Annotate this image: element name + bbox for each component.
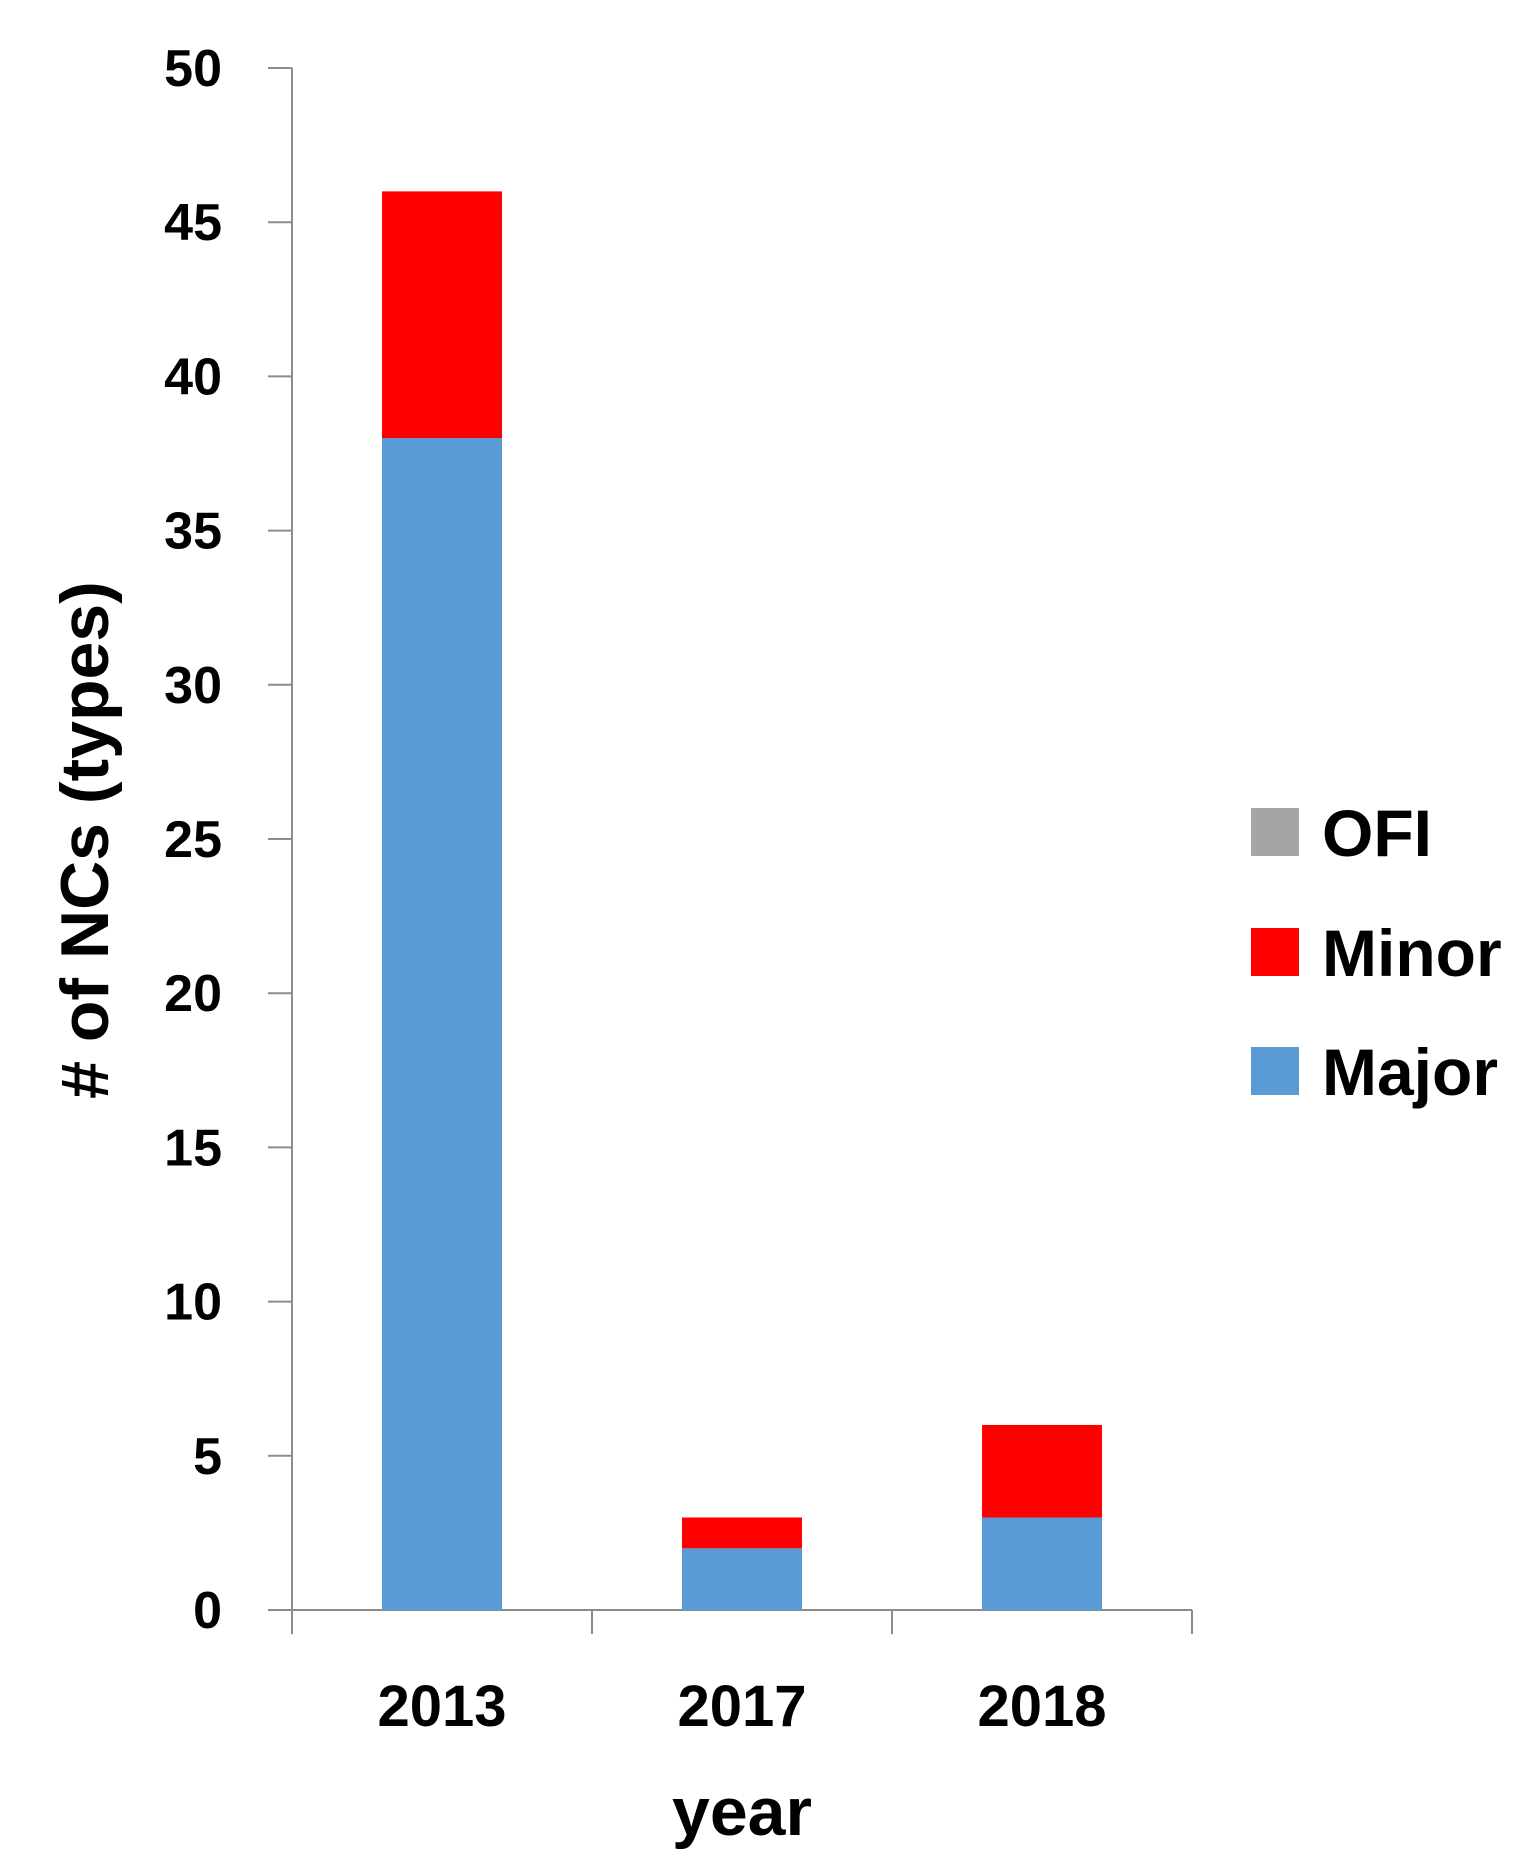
legend-swatch-major	[1251, 1047, 1299, 1095]
y-tick-label: 30	[164, 657, 222, 715]
y-tick-label: 5	[193, 1428, 222, 1486]
y-tick-label: 20	[164, 965, 222, 1023]
x-tick-label: 2017	[677, 1674, 806, 1739]
y-tick-label: 50	[164, 40, 222, 98]
legend-label-minor: Minor	[1322, 916, 1502, 990]
x-axis-title: year	[672, 1774, 812, 1850]
y-tick-label: 15	[164, 1119, 222, 1177]
legend-label-major: Major	[1322, 1035, 1498, 1109]
bar-minor-2017	[682, 1517, 802, 1549]
y-axis-title: # of NCs (types)	[47, 581, 123, 1099]
legend-label-ofi: OFI	[1322, 796, 1432, 870]
y-tick-labels: 0 5 10 15 20 25 30 35 40 45 50	[164, 40, 222, 1640]
bar-minor-2013	[382, 191, 502, 439]
y-tick-label: 45	[164, 194, 222, 252]
bar-minor-2018	[982, 1424, 1102, 1518]
x-tick-label: 2013	[377, 1674, 506, 1739]
y-tick-label: 40	[164, 348, 222, 406]
y-tick-label: 10	[164, 1274, 222, 1332]
legend-swatch-ofi	[1251, 808, 1299, 856]
x-tick-labels: 2013 2017 2018	[377, 1674, 1106, 1739]
y-tick-label: 25	[164, 811, 222, 869]
x-tick-label: 2018	[977, 1674, 1106, 1739]
bar-major-2017	[682, 1548, 802, 1610]
bars-group	[382, 191, 1102, 1611]
y-tick-label: 35	[164, 503, 222, 561]
bar-major-2013	[382, 438, 502, 1611]
y-tick-label: 0	[193, 1582, 222, 1640]
legend-swatch-minor	[1251, 928, 1299, 976]
bar-major-2018	[982, 1517, 1102, 1610]
legend: OFI Minor Major	[1251, 796, 1502, 1109]
